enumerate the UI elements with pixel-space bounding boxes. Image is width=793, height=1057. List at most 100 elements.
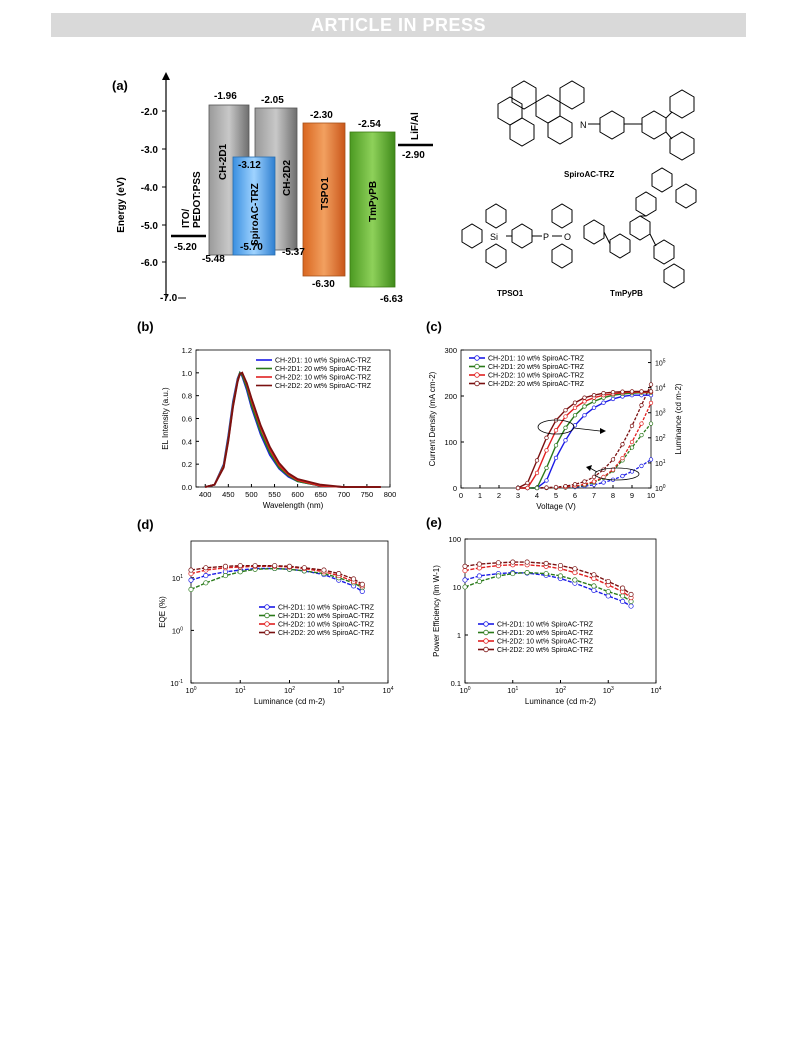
luminance-point: [582, 399, 587, 404]
current-point: [553, 485, 559, 490]
current-point: [525, 485, 530, 491]
legend-marker: [474, 372, 480, 378]
x-tick-exp: 0: [468, 686, 471, 692]
luminance-point: [629, 391, 635, 396]
current-point: [544, 485, 549, 491]
series-point: [543, 571, 549, 577]
series-point: [203, 567, 209, 573]
x-tick-label: 9: [630, 491, 634, 500]
series-point: [591, 583, 597, 589]
luminance-line: [518, 394, 651, 489]
series-point: [628, 591, 634, 597]
value-label: -2.05: [261, 95, 284, 106]
series-point: [495, 571, 501, 577]
series-point: [286, 563, 293, 569]
luminance-point: [591, 405, 597, 410]
y2-tick-exp: 0: [663, 484, 666, 490]
series-point: [188, 586, 194, 592]
molecule-name-tspo1: TPSO1: [497, 289, 524, 298]
series-line: [190, 567, 363, 592]
current-point: [629, 423, 635, 429]
y2-tick-exp: 1: [663, 459, 666, 465]
layer-spiro: [232, 156, 276, 256]
layer-label-ch2d1: CH-2D1: [218, 143, 229, 180]
series-point: [301, 565, 307, 571]
legend-marker: [264, 629, 270, 636]
luminance-point: [648, 390, 654, 395]
x-tick-label: 1: [478, 491, 482, 500]
series-point: [252, 563, 258, 569]
legend-marker: [474, 363, 480, 370]
luminance-point: [534, 485, 540, 491]
y2-tick-exp: 3: [663, 409, 666, 415]
luminance-point: [648, 389, 654, 394]
series-point: [336, 577, 342, 583]
article-in-press-banner: ARTICLE IN PRESS: [51, 13, 746, 37]
series-point: [620, 593, 626, 599]
series-point: [620, 589, 626, 595]
current-point: [610, 468, 616, 473]
x-tick-label: 102: [284, 686, 295, 695]
current-point: [601, 480, 606, 485]
series-point: [203, 580, 209, 586]
panel-d-label: (d): [137, 517, 154, 532]
series-point: [336, 575, 342, 581]
series-point: [543, 560, 549, 566]
value-label: -3.12: [238, 160, 261, 171]
legend-entry: CH-2D1: 20 wt% SpiroAC-TRZ: [488, 364, 585, 371]
luminance-point: [553, 418, 559, 423]
current-point: [648, 382, 654, 387]
current-point: [591, 482, 597, 487]
legend-marker: [483, 629, 489, 636]
series-point: [476, 565, 482, 571]
luminance-point: [515, 485, 521, 491]
x-tick-label: 500: [245, 490, 258, 499]
series-line: [464, 571, 632, 602]
luminance-point: [572, 400, 578, 405]
y-tick-label: 0: [453, 484, 457, 493]
luminance-point: [639, 389, 644, 394]
series-point: [462, 577, 468, 583]
legend-entry: CH-2D2: 20 wt% SpiroAC-TRZ: [275, 383, 372, 390]
series-point: [476, 573, 482, 579]
series-point: [495, 560, 501, 566]
x-tick-exp: 0: [194, 686, 197, 692]
layer-tspo1: [302, 122, 346, 277]
current-point: [572, 484, 578, 490]
luminance-point: [553, 428, 559, 433]
series-point: [462, 563, 468, 569]
legend-entry: CH-2D1: 10 wt% SpiroAC-TRZ: [488, 356, 585, 363]
luminance-point: [620, 389, 625, 394]
series-point: [510, 571, 516, 577]
series-point: [321, 569, 327, 575]
x-tick-label: 101: [507, 686, 518, 695]
y-tick-label: 1.2: [182, 346, 192, 355]
series-point: [252, 566, 258, 572]
legend-marker: [264, 604, 270, 610]
current-point: [582, 483, 587, 488]
luminance-point: [591, 395, 597, 400]
series-point: [543, 563, 549, 569]
luminance-point: [563, 425, 568, 430]
annotation-ellipse: [594, 467, 640, 481]
current-point: [582, 484, 587, 489]
luminance-point: [648, 390, 654, 395]
y-axis-label: Power Efficiency (lm W-1): [432, 565, 441, 657]
series-point: [524, 559, 530, 565]
series-point: [543, 572, 549, 578]
current-point: [534, 485, 540, 491]
current-point: [544, 485, 549, 490]
series-point: [572, 580, 578, 586]
x-tick-label: 103: [603, 686, 614, 695]
series-point: [222, 565, 228, 571]
series-point: [359, 583, 365, 589]
current-point: [648, 457, 654, 462]
series-point: [222, 573, 228, 579]
layer-label-ito: ITO/: [181, 209, 192, 228]
series-point: [188, 567, 194, 573]
legend-entry: CH-2D1: 20 wt% SpiroAC-TRZ: [497, 630, 594, 637]
current-point: [629, 439, 635, 445]
series-point: [351, 578, 357, 585]
plot-frame: [195, 349, 391, 488]
tmpypb-structure: [583, 167, 697, 289]
